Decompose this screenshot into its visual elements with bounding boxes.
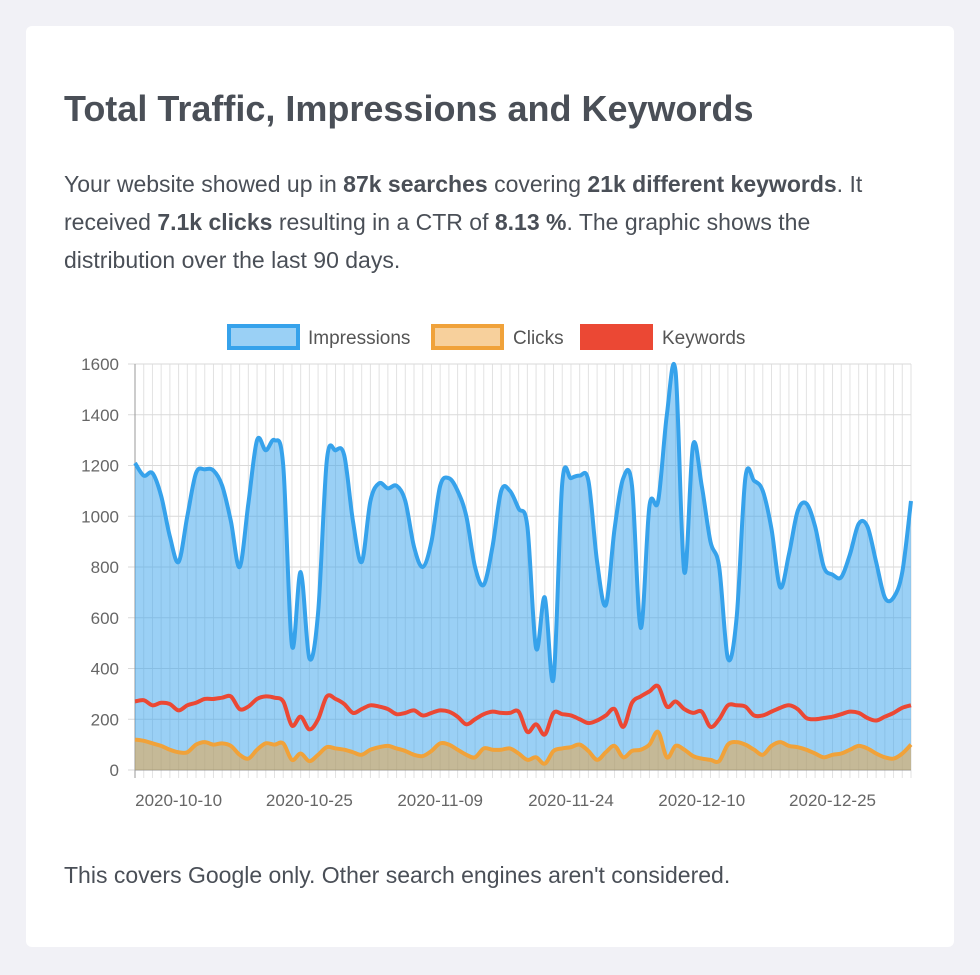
card-title: Total Traffic, Impressions and Keywords — [64, 88, 754, 129]
clicks-area — [135, 731, 911, 770]
clicks-line — [134, 729, 913, 766]
legend-swatch — [227, 324, 300, 350]
x-tick-label: 2020-10-25 — [266, 791, 353, 810]
summary-part: Your website showed up in — [64, 171, 344, 197]
legend-swatch — [431, 324, 504, 350]
x-tick-label: 2020-10-10 — [135, 791, 222, 810]
summary-part: . It received — [64, 171, 863, 235]
summary-part: . The graphic shows the distribution ove… — [64, 209, 811, 273]
y-tick-label: 600 — [91, 609, 119, 628]
legend-item-clicks[interactable]: Clicks — [431, 324, 564, 350]
y-tick-label: 1200 — [81, 457, 119, 476]
y-tick-label: 1600 — [81, 355, 119, 374]
ctr-value: 8.13 % — [494, 209, 567, 235]
y-tick-label: 200 — [91, 710, 119, 729]
y-tick-label: 0 — [110, 761, 119, 780]
legend-item-impressions[interactable]: Impressions — [227, 324, 410, 350]
legend-label: Impressions — [308, 328, 410, 349]
legend-label: Keywords — [662, 328, 745, 349]
footer-note: This covers Google only. Other search en… — [64, 862, 731, 888]
y-tick-label: 1000 — [81, 507, 119, 526]
y-tick-label: 800 — [91, 558, 119, 577]
summary-text: Your website showed up in 87k searches c… — [64, 165, 924, 279]
legend-item-keywords[interactable]: Keywords — [580, 324, 745, 350]
summary-part: covering — [487, 171, 588, 197]
x-tick-label: 2020-11-09 — [397, 791, 483, 810]
summary-part: resulting in a CTR of — [272, 209, 495, 235]
x-tick-label: 2020-11-24 — [528, 791, 614, 810]
keywords-count: 21k different keywords — [587, 171, 837, 197]
impressions-line — [133, 361, 913, 684]
y-tick-label: 400 — [91, 660, 119, 679]
legend-swatch — [580, 324, 653, 350]
legend-label: Clicks — [513, 328, 564, 349]
x-tick-label: 2020-12-25 — [789, 791, 876, 810]
keywords-line — [134, 683, 912, 737]
x-tick-label: 2020-12-10 — [658, 791, 745, 810]
impressions-area — [135, 363, 911, 770]
traffic-card: Total Traffic, Impressions and Keywords … — [26, 26, 954, 947]
y-tick-label: 1400 — [81, 406, 119, 425]
searches-count: 87k searches — [343, 171, 488, 197]
clicks-count: 7.1k clicks — [157, 209, 273, 235]
